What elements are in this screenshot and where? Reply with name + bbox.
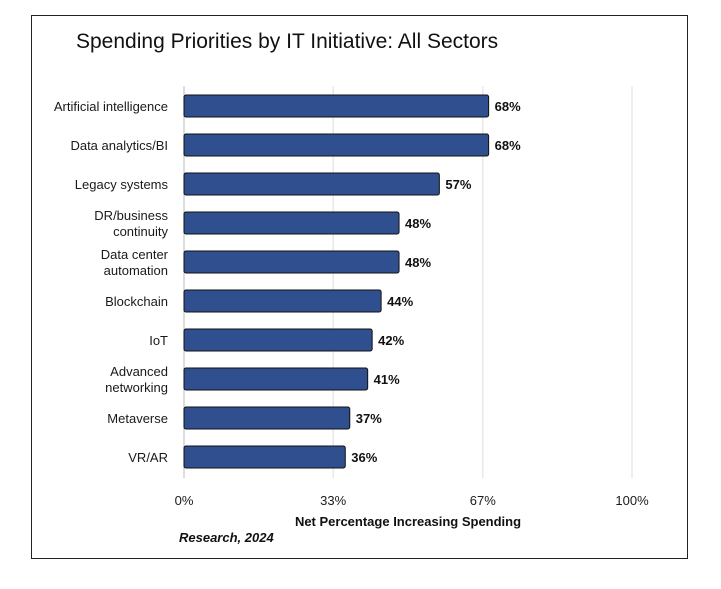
- x-tick-label: 67%: [470, 493, 496, 508]
- x-tick-label: 0%: [175, 493, 194, 508]
- category-label: DR/business: [94, 208, 168, 223]
- bar: [183, 133, 490, 157]
- category-label: Blockchain: [105, 294, 168, 309]
- bar: [183, 406, 351, 430]
- bar: [183, 172, 440, 196]
- category-label: Data analytics/BI: [70, 138, 168, 153]
- bar: [183, 94, 490, 118]
- category-label: networking: [105, 380, 168, 395]
- chart-title: Spending Priorities by IT Initiative: Al…: [76, 30, 499, 53]
- category-label: Metaverse: [107, 411, 168, 426]
- category-label: automation: [104, 263, 168, 278]
- category-label: continuity: [113, 224, 168, 239]
- data-label: 36%: [351, 450, 377, 465]
- x-axis-title: Net Percentage Increasing Spending: [295, 514, 521, 529]
- bar: [183, 445, 346, 469]
- bar: [183, 250, 400, 274]
- x-tick-label: 100%: [615, 493, 649, 508]
- bar: [183, 367, 369, 391]
- data-label: 44%: [387, 294, 413, 309]
- data-label: 48%: [405, 255, 431, 270]
- bar: [183, 211, 400, 235]
- category-label: Legacy systems: [75, 177, 169, 192]
- bar: [183, 328, 373, 352]
- category-label: VR/AR: [128, 450, 168, 465]
- data-label: 68%: [495, 99, 521, 114]
- category-label: Advanced: [110, 364, 168, 379]
- data-label: 42%: [378, 333, 404, 348]
- source-note: Research, 2024: [179, 530, 274, 545]
- data-label: 48%: [405, 216, 431, 231]
- data-label: 68%: [495, 138, 521, 153]
- data-label: 41%: [374, 372, 400, 387]
- bar: [183, 289, 382, 313]
- data-label: 57%: [445, 177, 471, 192]
- category-label: Data center: [101, 247, 169, 262]
- data-label: 37%: [356, 411, 382, 426]
- x-tick-label: 33%: [320, 493, 346, 508]
- category-label: Artificial intelligence: [54, 99, 168, 114]
- category-label: IoT: [149, 333, 168, 348]
